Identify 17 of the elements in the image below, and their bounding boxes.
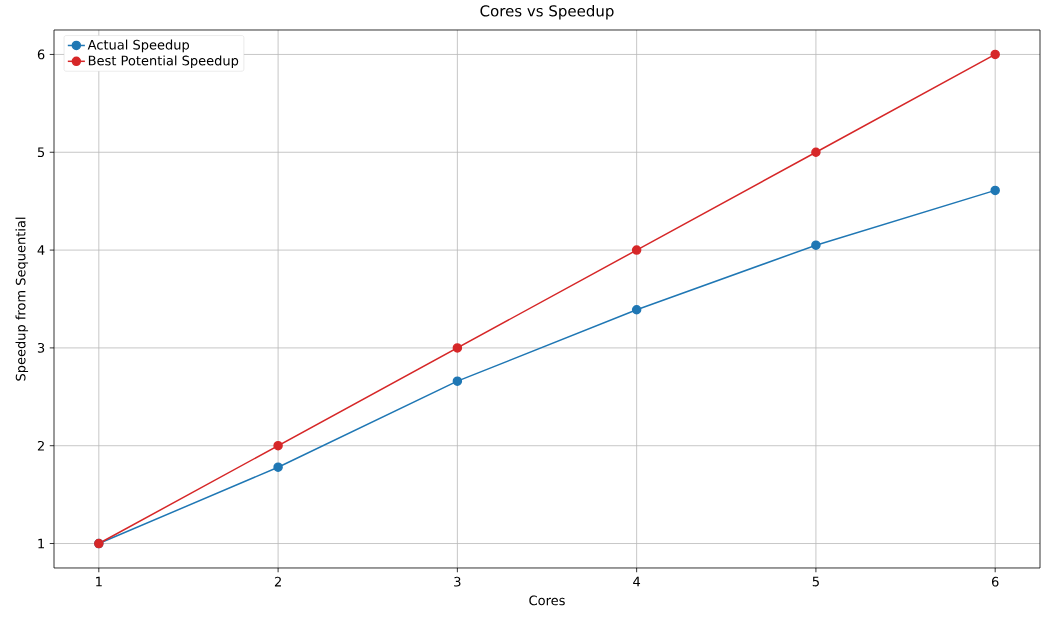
- legend-label: Actual Speedup: [87, 39, 190, 53]
- chart-title: Cores vs Speedup: [480, 4, 614, 20]
- x-tick-label: 3: [454, 576, 461, 587]
- y-tick-label: 1: [38, 538, 45, 549]
- x-tick-label: 6: [991, 576, 999, 587]
- x-tick-label: 4: [633, 576, 641, 587]
- legend-label: Best Potential Speedup: [88, 55, 239, 68]
- x-axis-title: Cores: [529, 595, 565, 606]
- y-tick-label: 6: [37, 49, 45, 60]
- y-tick-label: 3: [37, 342, 45, 353]
- y-tick-label: 5: [37, 147, 45, 158]
- x-tick-label: 5: [812, 576, 819, 587]
- y-tick-label: 2: [37, 440, 44, 451]
- y-axis-title: Speedup from Sequential: [15, 217, 29, 381]
- x-tick-label: 1: [96, 576, 102, 587]
- y-tick-label: 4: [37, 245, 45, 255]
- x-tick-label: 2: [274, 576, 281, 587]
